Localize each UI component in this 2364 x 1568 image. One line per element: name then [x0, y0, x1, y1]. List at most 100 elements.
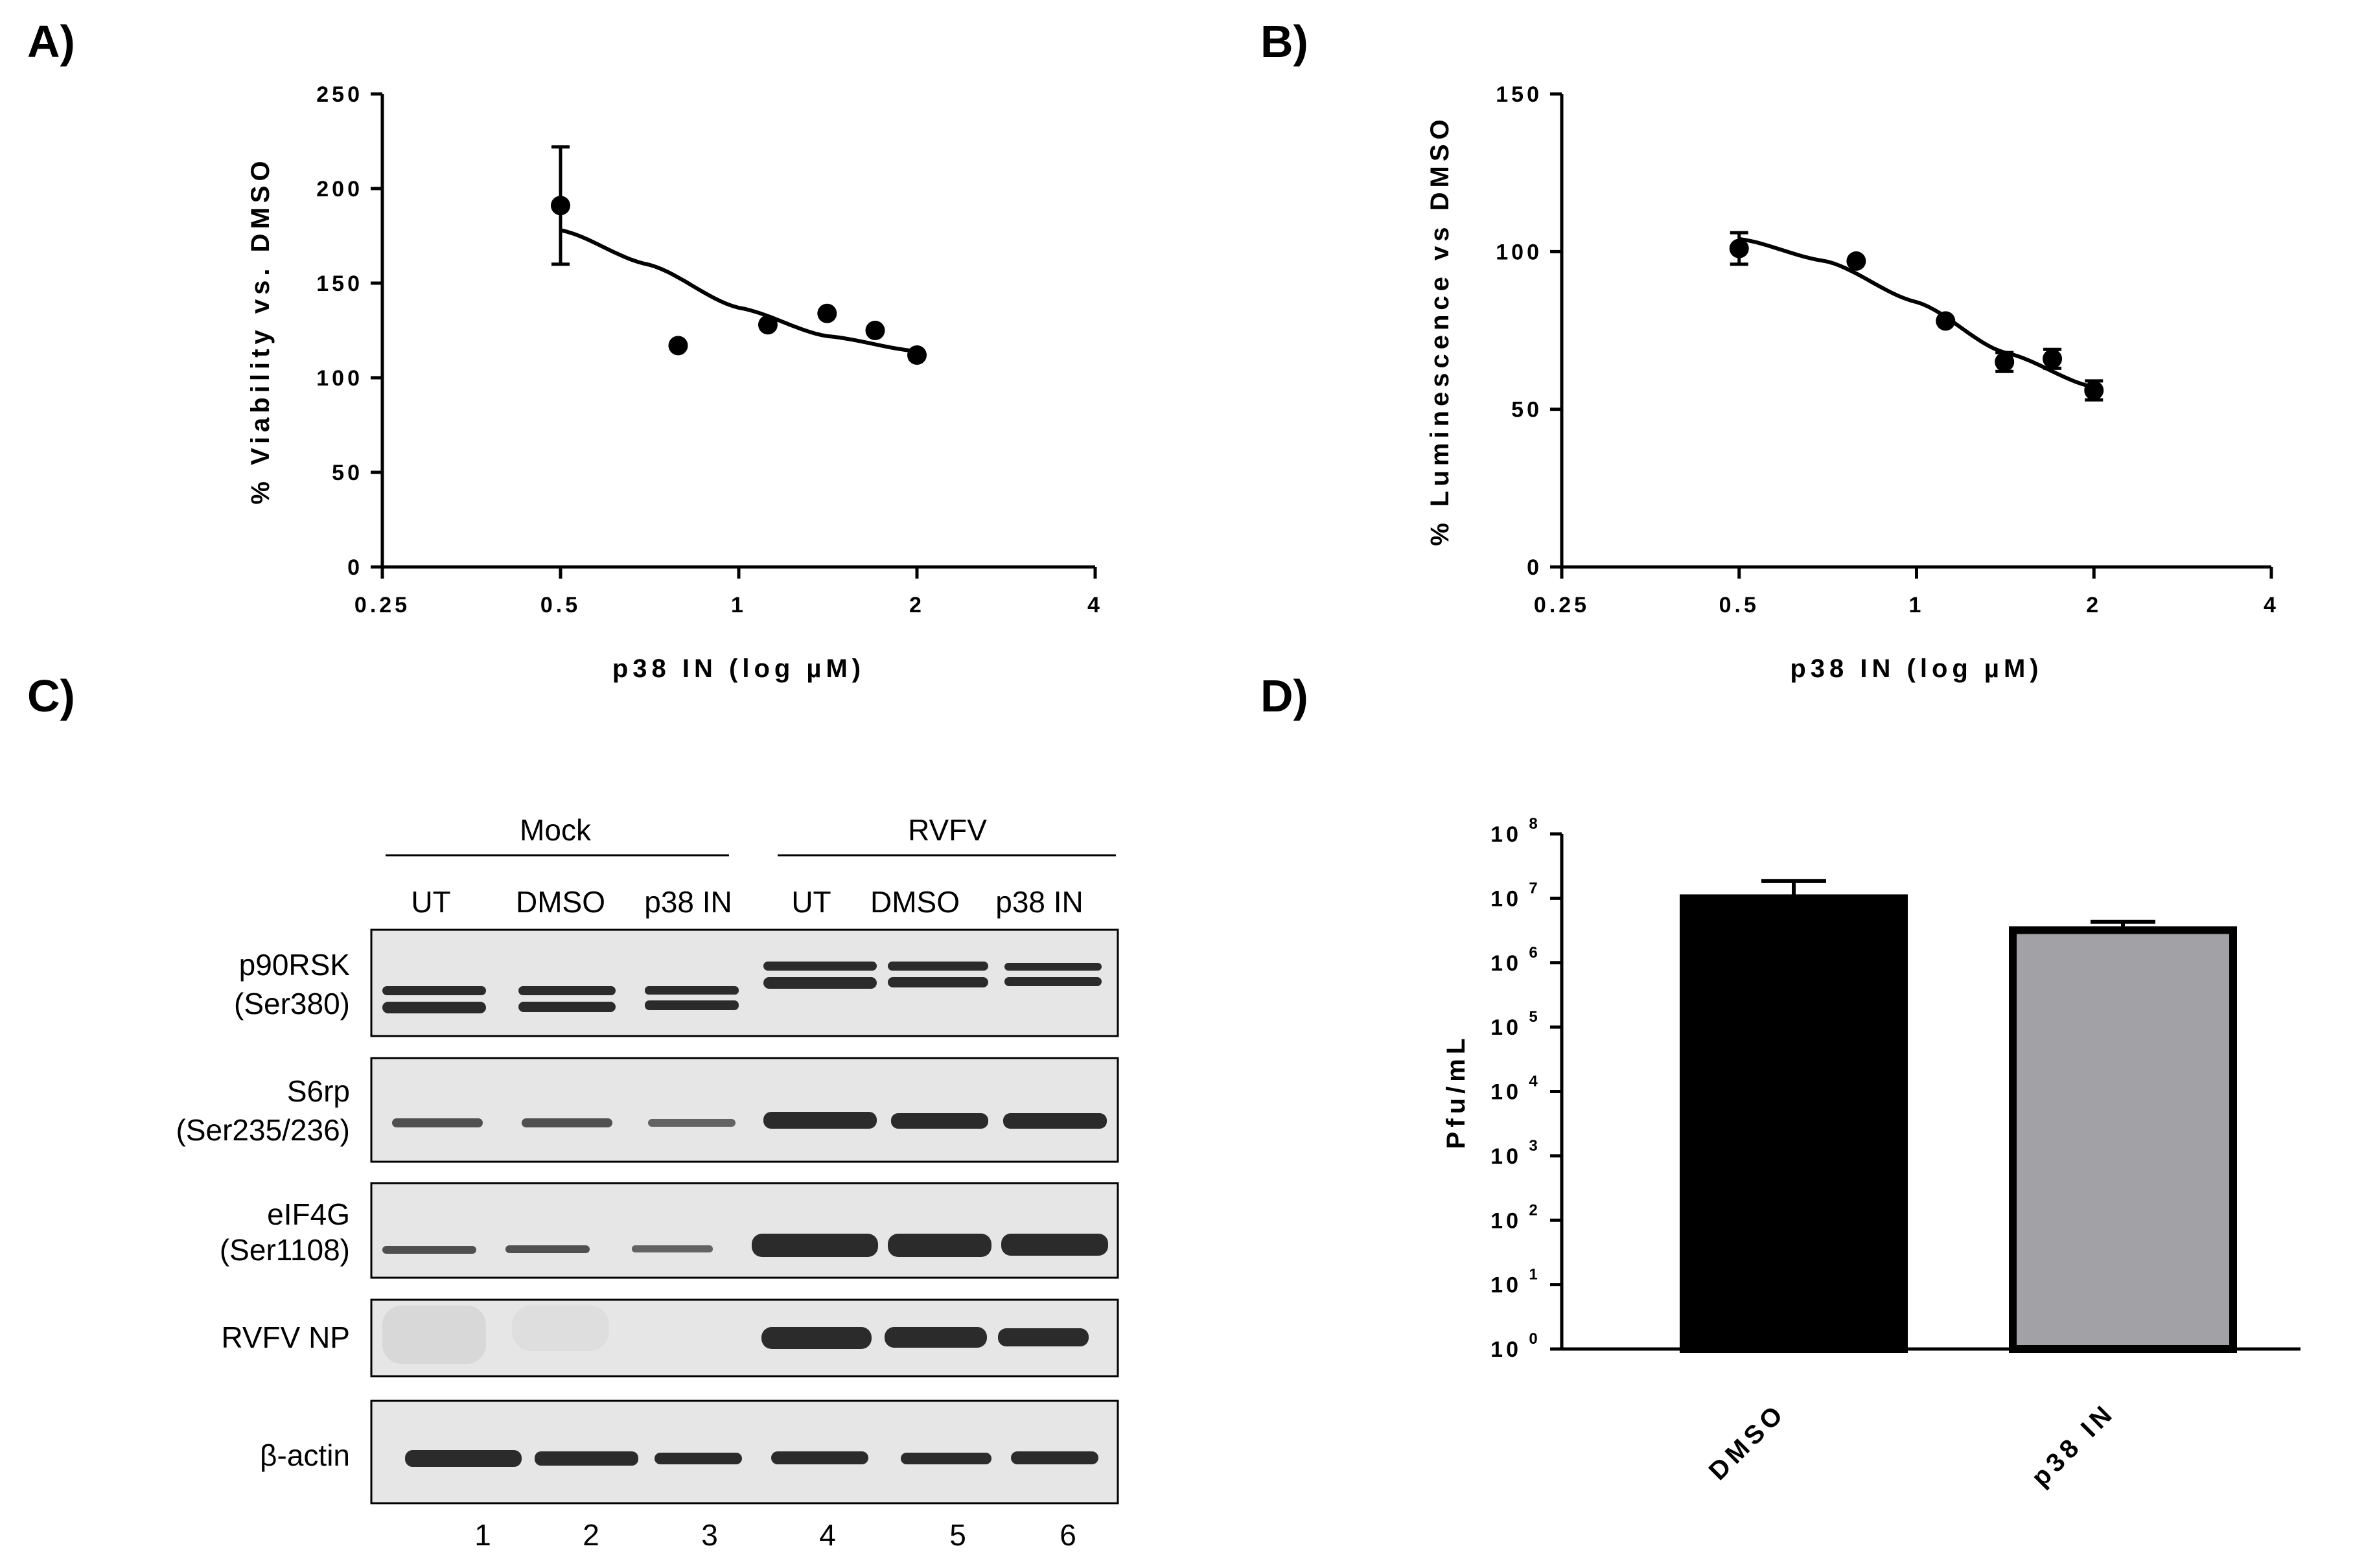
panel-label-c: C)	[27, 671, 75, 721]
x-tick-label: 4	[2264, 593, 2279, 617]
y-tick-label: 150	[316, 271, 363, 296]
panel-label-d: D)	[1260, 671, 1308, 721]
fit-curve	[1739, 236, 2094, 389]
x-axis-label: p38 IN (log µM)	[612, 654, 865, 683]
band	[382, 986, 486, 995]
bands-s6rp	[392, 1112, 1107, 1129]
lane-number: 4	[819, 1518, 836, 1552]
band	[1004, 977, 1102, 986]
y-tick-exponent: 0	[1529, 1330, 1537, 1348]
y-tick-label: 200	[316, 177, 363, 202]
y-tick-label: 0	[1527, 555, 1542, 580]
chart-a-viability: 0 50 100 150 200 250 0.25 0.5 1 2 4 p38 IN (log µM)…	[246, 82, 1103, 683]
band	[505, 1245, 590, 1253]
y-tick-label: 10	[1490, 1144, 1522, 1169]
band	[392, 1118, 483, 1127]
data-point	[865, 321, 885, 340]
band	[522, 1118, 612, 1127]
band	[763, 1112, 877, 1129]
band	[1001, 1234, 1108, 1256]
row-label: p90RSK	[239, 948, 351, 982]
data-point	[907, 345, 927, 365]
x-axis-label: p38 IN (log µM)	[1790, 654, 2043, 683]
y-tick-label: 10	[1490, 886, 1522, 911]
lane-number: 5	[949, 1518, 966, 1552]
band	[1003, 1113, 1107, 1129]
band	[888, 1234, 991, 1257]
y-tick-label: 10	[1490, 1015, 1522, 1040]
lane-label: p38 IN	[644, 885, 732, 919]
band	[1004, 963, 1102, 971]
row-label: β-actin	[260, 1438, 350, 1472]
data-point	[758, 315, 778, 335]
y-tick-exponent: 7	[1529, 879, 1537, 897]
band	[518, 1002, 616, 1012]
y-tick-exponent: 6	[1529, 944, 1537, 962]
y-tick-label: 10	[1490, 1273, 1522, 1298]
blot-strip-p90rsk	[370, 928, 1119, 1037]
y-tick-label: 50	[332, 461, 363, 485]
data-point	[1995, 352, 2015, 372]
band	[763, 977, 877, 989]
data-point	[668, 336, 688, 356]
y-tick-label: 10	[1490, 822, 1522, 847]
y-tick-exponent: 4	[1529, 1073, 1538, 1090]
y-tick-label: 100	[1496, 240, 1542, 264]
group-label-rvfv: RVFV	[908, 813, 987, 847]
band	[888, 962, 988, 971]
y-axis-label: % Luminescence vs DMSO	[1426, 115, 1454, 546]
band	[763, 962, 877, 971]
lane-number: 2	[583, 1518, 599, 1552]
band	[405, 1450, 522, 1467]
bar	[1680, 894, 1908, 1353]
data-point	[1846, 251, 1866, 271]
row-label: S6rp	[287, 1074, 350, 1108]
panel-label-b: B)	[1260, 16, 1308, 67]
y-tick-exponent: 2	[1529, 1201, 1537, 1219]
western-blot-panel: Mock RVFV UT DMSO p38 IN UT DMSO p38 IN …	[176, 813, 1119, 1552]
band	[518, 986, 616, 995]
x-tick-label: 4	[1087, 593, 1103, 617]
row-sublabel: (Ser1108)	[220, 1233, 350, 1267]
band	[771, 1451, 868, 1464]
band	[888, 977, 988, 987]
x-tick-label: 2	[2086, 593, 2102, 617]
row-sublabel: (Ser380)	[234, 987, 350, 1020]
data-point	[1729, 238, 1749, 259]
lane-label: DMSO	[516, 885, 605, 919]
band	[998, 1328, 1089, 1346]
y-tick-label: 10	[1490, 1337, 1522, 1362]
band	[632, 1245, 713, 1252]
y-axis-label: % Viability vs. DMSO	[246, 156, 275, 504]
data-point	[2084, 380, 2104, 400]
panel-label-a: A)	[27, 16, 75, 67]
blot-strip-rvfv-np	[370, 1298, 1119, 1378]
data-point	[1936, 311, 1956, 331]
y-tick-label: 10	[1490, 1080, 1522, 1105]
y-tick-label: 10	[1490, 1208, 1522, 1233]
x-tick-label: 0.5	[540, 593, 581, 617]
bands-beta-actin	[405, 1450, 1098, 1467]
band	[885, 1327, 987, 1348]
row-label: eIF4G	[267, 1197, 350, 1231]
y-tick-label: 250	[316, 82, 363, 107]
band	[761, 1327, 872, 1349]
bands-p90rsk	[382, 962, 1102, 1013]
y-axis-label: Pfu/mL	[1442, 1034, 1470, 1149]
band	[645, 1000, 739, 1010]
y-tick-label: 100	[316, 366, 363, 391]
data-point	[551, 196, 570, 216]
y-tick-exponent: 5	[1529, 1008, 1537, 1026]
chart-b-luminescence: 0 50 100 150 0.25 0.5 1 2 4 p38 IN (log µM) % Lumi…	[1426, 82, 2279, 683]
bar	[2009, 926, 2237, 1354]
data-point	[817, 303, 837, 323]
row-label: RVFV NP	[221, 1320, 350, 1354]
bands-eif4g	[382, 1234, 1108, 1257]
band	[512, 1306, 609, 1351]
band	[382, 1002, 486, 1013]
data-point	[2043, 349, 2063, 369]
y-tick-label: 10	[1490, 951, 1522, 976]
x-tick-label: 0.25	[354, 593, 410, 617]
band	[901, 1453, 991, 1464]
x-tick-label: 0.5	[1719, 593, 1759, 617]
